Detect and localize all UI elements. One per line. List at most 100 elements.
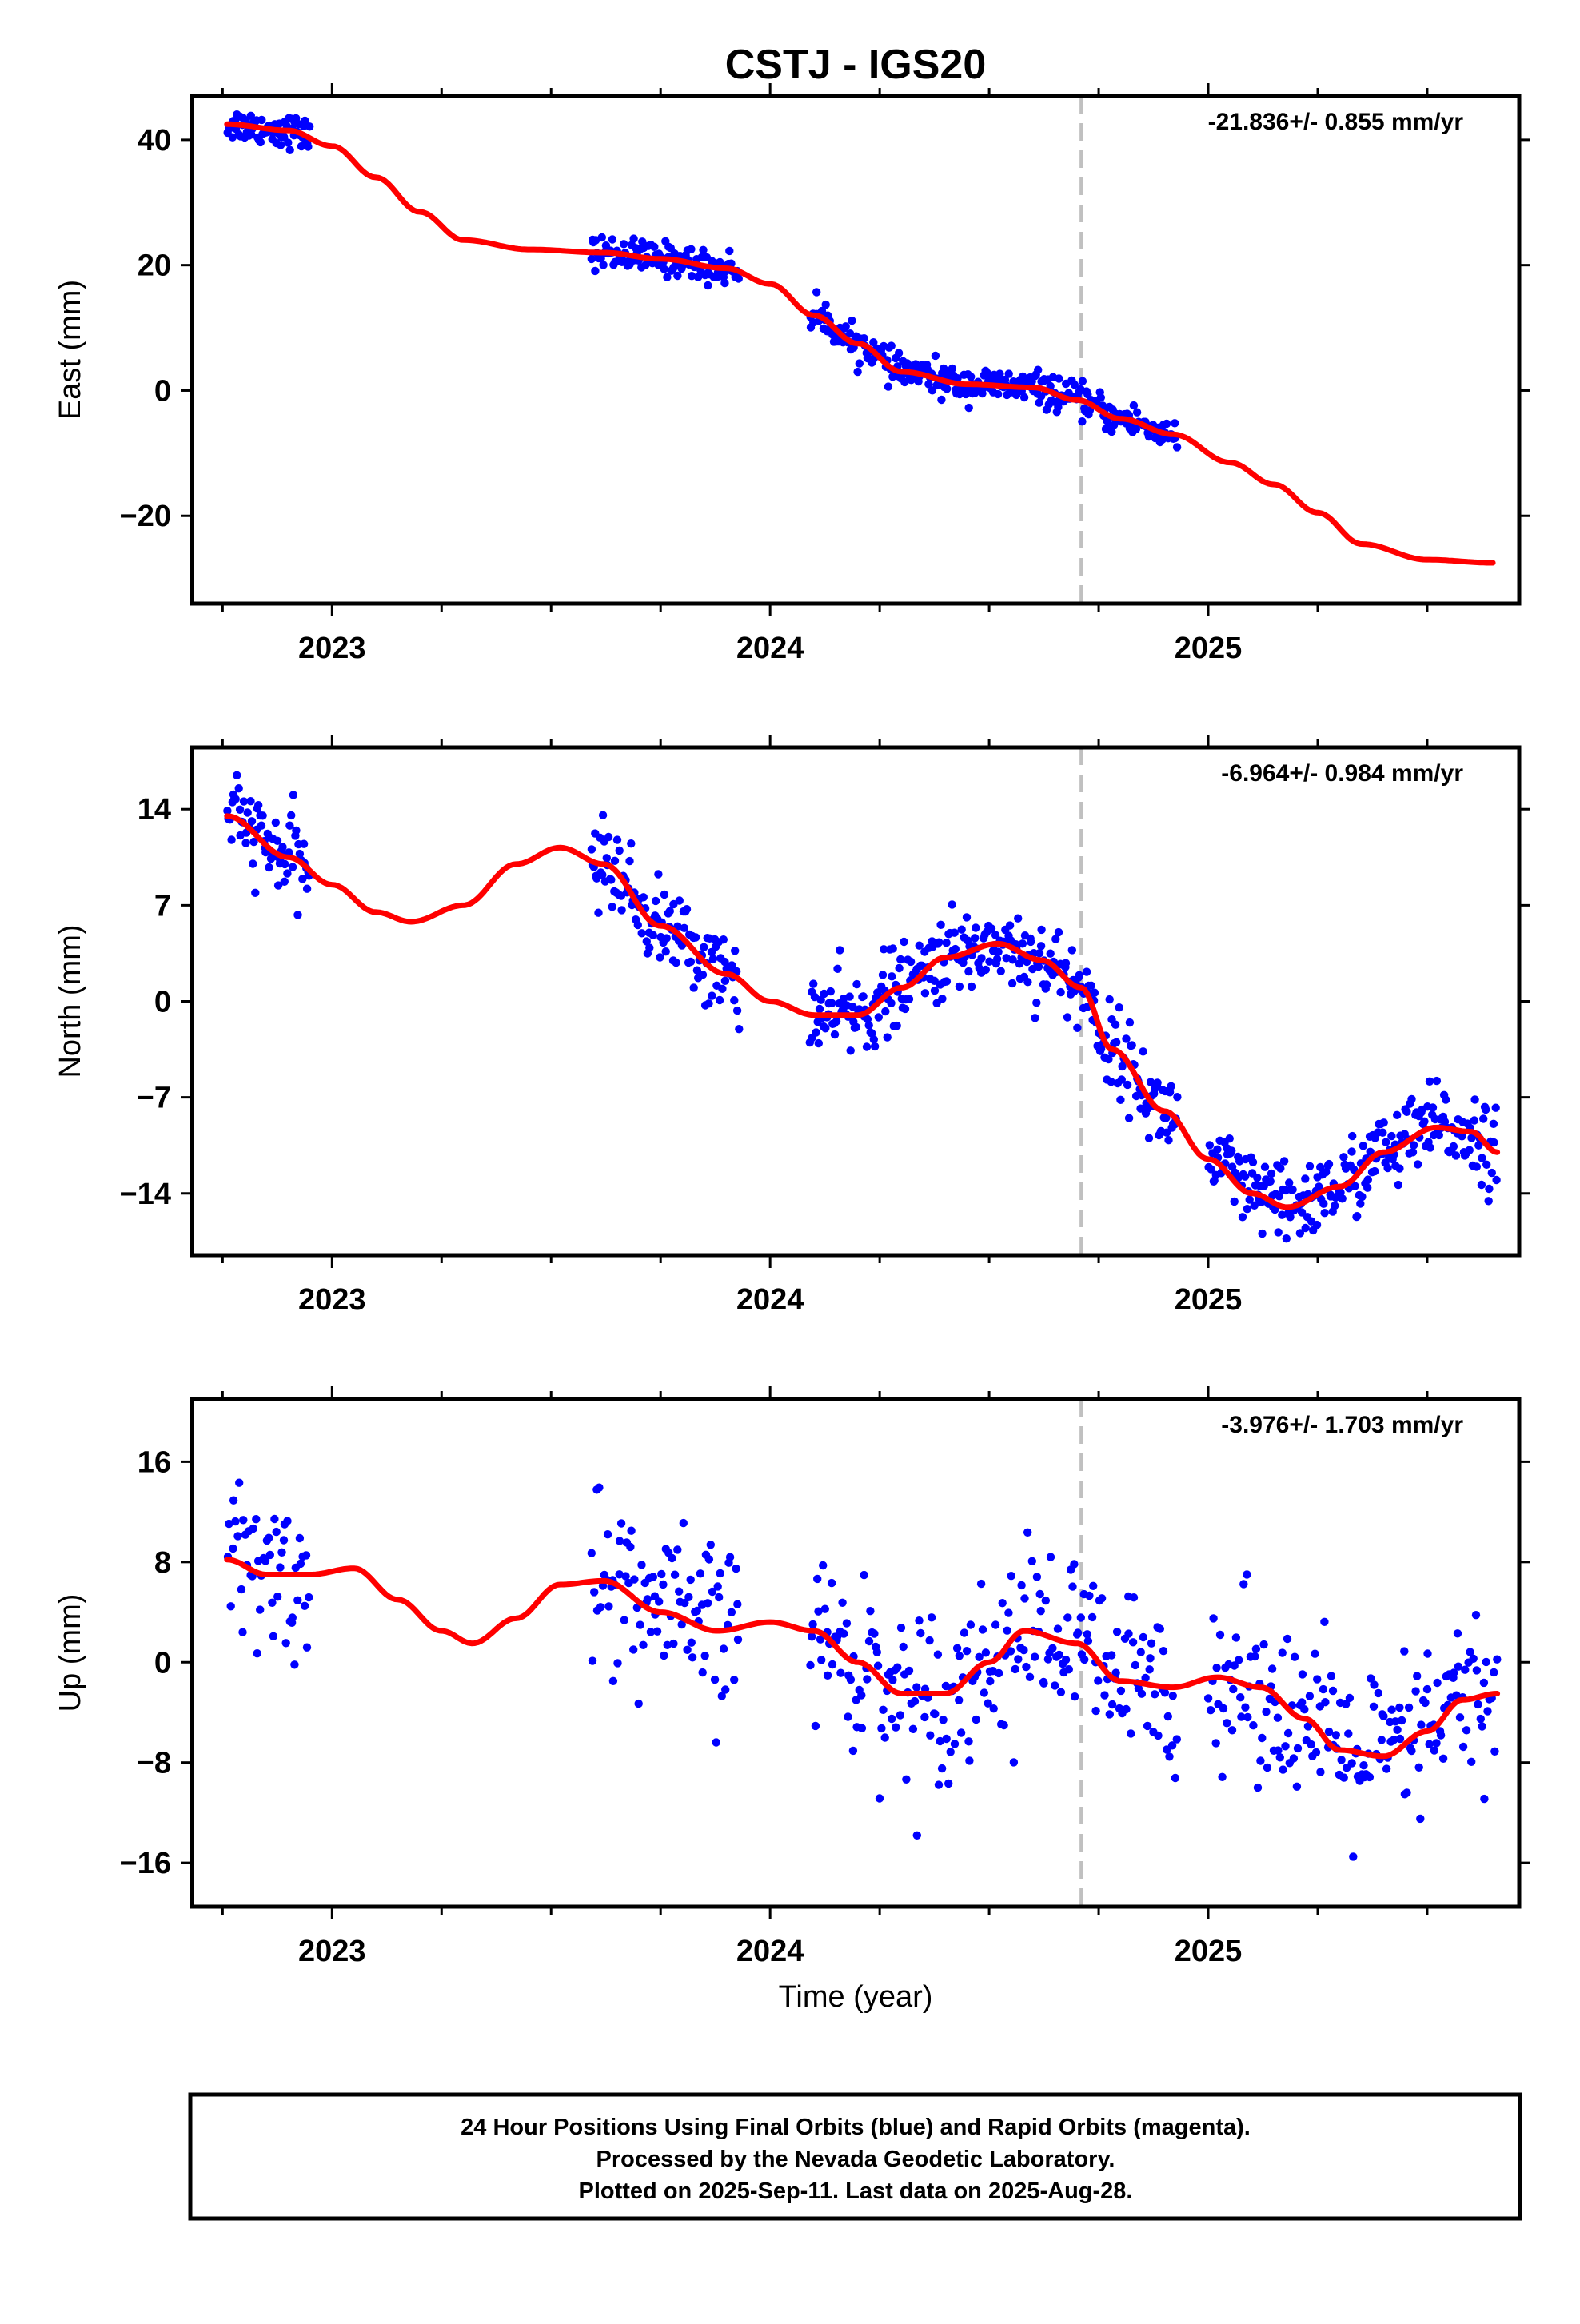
data-point bbox=[1398, 1716, 1406, 1725]
data-point bbox=[1490, 1747, 1499, 1756]
data-point bbox=[962, 1647, 972, 1656]
data-point bbox=[1483, 1707, 1492, 1716]
data-point bbox=[292, 826, 301, 835]
data-point bbox=[634, 1699, 643, 1708]
data-point bbox=[808, 1620, 817, 1629]
data-point bbox=[590, 1588, 599, 1597]
data-point bbox=[978, 1625, 988, 1634]
data-point bbox=[826, 987, 836, 996]
data-point bbox=[301, 116, 309, 126]
data-point bbox=[243, 808, 252, 817]
data-point bbox=[1128, 1638, 1138, 1647]
data-point bbox=[892, 1021, 901, 1030]
data-point bbox=[1327, 1672, 1336, 1680]
data-point bbox=[692, 1606, 701, 1616]
y-axis-label: Up (mm) bbox=[54, 1594, 87, 1712]
data-point bbox=[1153, 1078, 1162, 1087]
data-point bbox=[1034, 365, 1043, 374]
data-point bbox=[672, 958, 680, 967]
data-point bbox=[617, 906, 626, 915]
x-tick-label: 2024 bbox=[736, 632, 804, 665]
data-point bbox=[816, 1635, 825, 1644]
data-point bbox=[1350, 1165, 1359, 1174]
data-point bbox=[231, 795, 240, 803]
data-point bbox=[720, 976, 730, 986]
data-point bbox=[1104, 1054, 1113, 1064]
data-point bbox=[1393, 1725, 1402, 1734]
data-point bbox=[1139, 1047, 1147, 1056]
y-tick-label: 14 bbox=[138, 793, 171, 827]
data-point bbox=[717, 1692, 726, 1700]
data-point bbox=[1283, 1728, 1293, 1738]
data-point bbox=[688, 272, 696, 281]
data-point bbox=[281, 859, 289, 869]
data-point bbox=[1377, 1736, 1386, 1744]
data-point bbox=[1482, 1105, 1490, 1114]
data-point bbox=[732, 1564, 740, 1573]
data-point bbox=[815, 1004, 824, 1014]
data-point bbox=[1253, 1783, 1263, 1792]
data-point bbox=[1215, 1630, 1225, 1640]
data-point bbox=[1423, 1649, 1432, 1658]
data-point bbox=[1347, 1759, 1356, 1768]
data-point bbox=[1258, 1733, 1267, 1743]
data-point bbox=[1371, 1166, 1379, 1176]
data-point bbox=[1094, 1676, 1103, 1685]
data-point bbox=[1019, 1645, 1028, 1655]
data-point bbox=[1422, 1684, 1432, 1694]
data-point bbox=[1453, 1629, 1462, 1638]
x-tick-label: 2023 bbox=[298, 632, 366, 665]
data-point bbox=[992, 955, 1002, 963]
data-point bbox=[704, 1555, 714, 1564]
data-point bbox=[946, 1748, 955, 1756]
data-point bbox=[1159, 1647, 1168, 1656]
data-point bbox=[1274, 1228, 1283, 1237]
data-point bbox=[942, 977, 952, 986]
data-point bbox=[268, 1598, 277, 1608]
data-point bbox=[1395, 1164, 1404, 1173]
data-point bbox=[941, 1681, 951, 1691]
data-point bbox=[602, 854, 611, 863]
data-point bbox=[284, 138, 293, 147]
data-point bbox=[1319, 1684, 1328, 1694]
data-point bbox=[892, 1723, 900, 1732]
data-point bbox=[627, 839, 636, 848]
data-point bbox=[718, 984, 727, 994]
data-point bbox=[1107, 1651, 1116, 1660]
data-point bbox=[673, 1545, 682, 1554]
data-point bbox=[1123, 1080, 1132, 1090]
data-point bbox=[229, 1496, 238, 1505]
data-point bbox=[883, 1033, 892, 1042]
data-point bbox=[1051, 935, 1060, 943]
data-point bbox=[1036, 942, 1046, 951]
data-point bbox=[1461, 1665, 1470, 1674]
data-point bbox=[1379, 1712, 1388, 1720]
data-point bbox=[281, 1639, 290, 1648]
plot-area bbox=[223, 747, 1501, 1255]
data-point bbox=[845, 992, 854, 1001]
data-point bbox=[1160, 1688, 1170, 1697]
data-point bbox=[229, 1544, 237, 1553]
data-point bbox=[620, 1616, 628, 1624]
data-point bbox=[1051, 1681, 1059, 1690]
data-point bbox=[1472, 1666, 1482, 1675]
data-point bbox=[627, 1526, 636, 1535]
data-point bbox=[925, 1636, 934, 1645]
data-point bbox=[304, 142, 313, 151]
data-point bbox=[870, 1042, 880, 1051]
data-point bbox=[1311, 1649, 1319, 1658]
data-point bbox=[670, 1570, 680, 1579]
data-point bbox=[1490, 1668, 1498, 1677]
data-point bbox=[869, 338, 878, 347]
data-point bbox=[852, 1022, 861, 1032]
data-point bbox=[1229, 1684, 1238, 1694]
data-point bbox=[1122, 1704, 1131, 1714]
data-point bbox=[258, 811, 267, 820]
data-point bbox=[1430, 1746, 1439, 1755]
data-point bbox=[686, 1575, 695, 1585]
data-point bbox=[937, 1764, 947, 1773]
data-point bbox=[1107, 1700, 1117, 1709]
plot-area bbox=[223, 96, 1496, 604]
data-point bbox=[1462, 1726, 1471, 1735]
data-point bbox=[1293, 1744, 1303, 1753]
